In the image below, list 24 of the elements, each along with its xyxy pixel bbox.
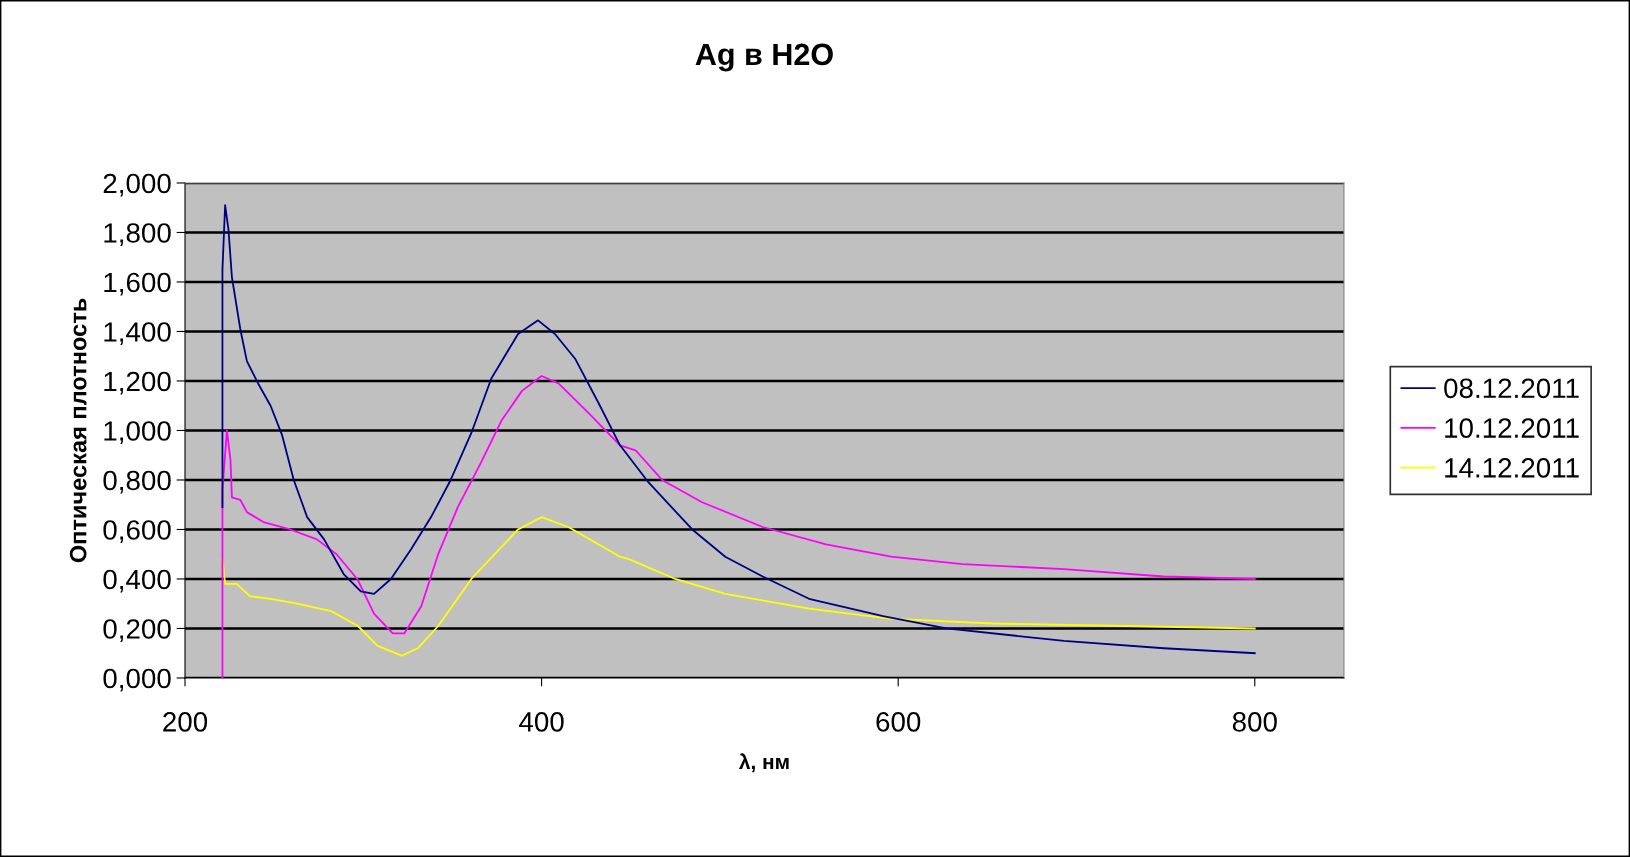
x-tick-label: 400 — [519, 712, 564, 732]
y-tick-label: 2,000 — [103, 173, 171, 197]
y-tick-label: 1,000 — [104, 421, 171, 445]
y-tick-label: 1,400 — [104, 322, 171, 346]
x-tick-label: 600 — [876, 712, 921, 732]
y-tick-label: 0,600 — [103, 520, 171, 544]
legend-label: 08.12.2011 — [1444, 378, 1579, 399]
y-tick-label: 0,000 — [103, 668, 171, 692]
y-axis-title: Оптическая плотность — [69, 298, 87, 563]
x-axis-title: λ, нм — [738, 753, 789, 773]
y-tick-label: 1,800 — [104, 223, 171, 247]
line-series — [221, 204, 1256, 655]
x-tick-label: 200 — [163, 712, 208, 732]
y-tick-label: 0,800 — [103, 470, 171, 494]
line-series — [221, 375, 1256, 678]
line-series — [221, 516, 1256, 657]
y-tick-label: 0,400 — [103, 569, 171, 593]
chart-title: Ag в H2O — [695, 43, 833, 72]
y-tick-label: 1,600 — [104, 272, 171, 296]
y-tick-label: 0,200 — [103, 619, 171, 643]
y-tick-label: 1,200 — [104, 371, 171, 395]
legend-label: 14.12.2011 — [1445, 458, 1579, 478]
legend-label: 10.12.2011 — [1445, 418, 1579, 438]
x-tick-label: 800 — [1232, 712, 1277, 732]
